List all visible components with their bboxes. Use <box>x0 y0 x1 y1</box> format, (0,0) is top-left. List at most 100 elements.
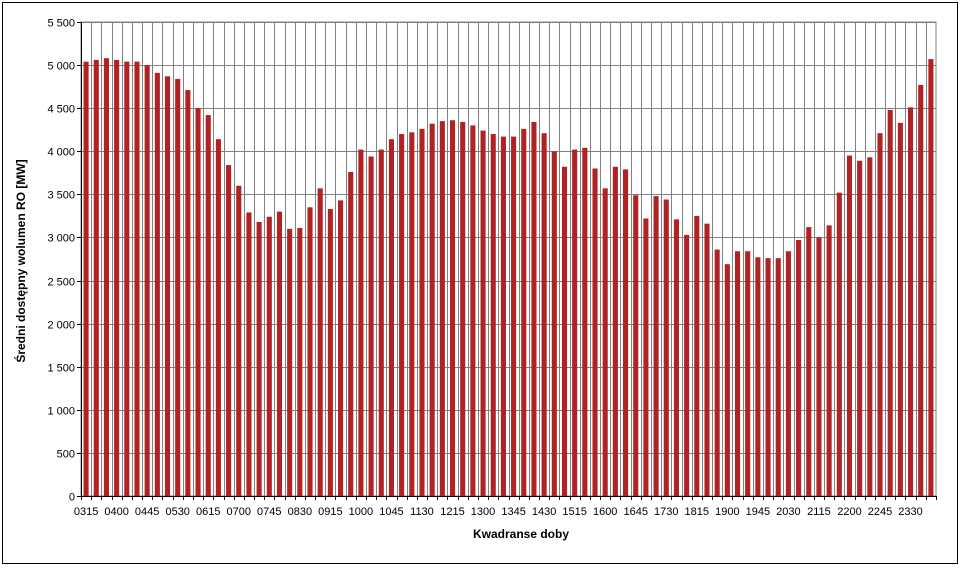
x-tick-label: 1645 <box>623 506 647 518</box>
x-tick-label: 2200 <box>837 506 861 518</box>
bar <box>602 188 608 496</box>
x-tick-label: 2330 <box>898 506 922 518</box>
bar <box>327 209 333 497</box>
x-tick-label: 0615 <box>196 506 220 518</box>
bar <box>144 65 150 496</box>
x-tick-label: 1300 <box>471 506 495 518</box>
bar <box>215 139 221 496</box>
grid-layer <box>80 21 937 497</box>
bar <box>500 136 506 496</box>
x-tick-label: 1900 <box>715 506 739 518</box>
bar-layer <box>83 58 934 497</box>
bar <box>470 125 476 496</box>
x-tick-label: 1815 <box>685 506 709 518</box>
bar <box>154 72 160 496</box>
bar <box>775 258 781 496</box>
bar <box>836 192 842 496</box>
bar <box>734 251 741 496</box>
bar <box>612 166 618 496</box>
bar <box>857 160 863 496</box>
bar <box>490 134 496 496</box>
bar <box>531 121 537 496</box>
bar <box>582 147 588 497</box>
bar <box>826 225 832 496</box>
x-axis-title: Kwadranse doby <box>473 527 569 541</box>
bar <box>185 90 191 497</box>
y-axis-title: Średni dostępny wolumen RO [MW] <box>13 159 28 362</box>
bar <box>317 188 323 496</box>
bar <box>378 149 384 497</box>
bar <box>246 212 252 496</box>
x-tick-label: 0400 <box>104 506 128 518</box>
y-tick-label: 500 <box>57 449 75 461</box>
bar <box>684 234 690 497</box>
y-tick-label: 4 500 <box>47 104 75 116</box>
bar <box>785 251 791 496</box>
bar <box>103 58 109 497</box>
bar <box>449 120 456 496</box>
y-tick-label: 5 000 <box>47 61 75 73</box>
bar <box>338 200 344 496</box>
bar <box>358 149 364 497</box>
bar <box>164 76 171 496</box>
bar <box>429 123 435 496</box>
x-tick-label: 0530 <box>165 506 189 518</box>
x-tick-label: 1730 <box>654 506 678 518</box>
bar <box>755 257 761 496</box>
y-tick-label: 3 500 <box>47 190 75 202</box>
x-tick-label: 2030 <box>776 506 800 518</box>
bar <box>266 216 272 496</box>
x-tick-label: 1000 <box>349 506 373 518</box>
bar <box>623 169 629 496</box>
x-tick-label: 2245 <box>868 506 892 518</box>
bar <box>287 228 293 496</box>
bar <box>399 134 405 496</box>
bar <box>765 258 771 496</box>
y-tick-label: 4 000 <box>47 147 75 159</box>
bar <box>297 227 303 496</box>
bar <box>307 207 313 497</box>
bar <box>561 166 568 496</box>
bar <box>114 59 120 497</box>
y-tick-label: 1 000 <box>47 406 75 418</box>
x-tick-label: 1515 <box>562 506 586 518</box>
bar <box>867 157 873 496</box>
bar <box>714 249 720 496</box>
bar <box>409 132 415 496</box>
y-tick-label: 2 500 <box>47 277 75 289</box>
axis-layer: 0 500 1 000 1 500 2 000 2 500 3 000 3 500 4 000 4… <box>47 18 937 518</box>
y-tick-label: 0 <box>69 492 75 504</box>
bar <box>195 108 201 496</box>
x-tick-label: 0830 <box>288 506 312 518</box>
x-tick-label: 0315 <box>74 506 98 518</box>
bar <box>673 219 679 496</box>
y-tick-label: 3 000 <box>47 233 75 245</box>
bar <box>93 59 99 497</box>
bar <box>460 121 466 496</box>
bar <box>419 128 425 496</box>
bar <box>511 136 517 496</box>
bar <box>83 61 89 496</box>
x-tick-label: 0915 <box>318 506 342 518</box>
x-tick-label: 2115 <box>807 506 831 518</box>
plot-area <box>80 21 937 497</box>
x-tick-label: 1045 <box>379 506 403 518</box>
bar <box>348 171 354 496</box>
x-tick-label: 1130 <box>410 506 434 518</box>
bar <box>205 115 211 497</box>
bar-chart: 0 500 1 000 1 500 2 000 2 500 3 000 3 500 4 000 4… <box>13 18 937 541</box>
x-tick-label: 1600 <box>593 506 617 518</box>
y-tick-label: 1 500 <box>47 363 75 375</box>
bar <box>643 218 649 496</box>
bar <box>541 133 547 496</box>
bar <box>724 264 730 496</box>
bar <box>745 251 751 496</box>
bar <box>816 237 822 497</box>
bar <box>480 130 486 496</box>
x-tick-label: 1345 <box>501 506 525 518</box>
x-tick-label: 0445 <box>135 506 159 518</box>
bar <box>653 196 659 496</box>
bar <box>928 59 934 497</box>
bar <box>897 122 903 496</box>
